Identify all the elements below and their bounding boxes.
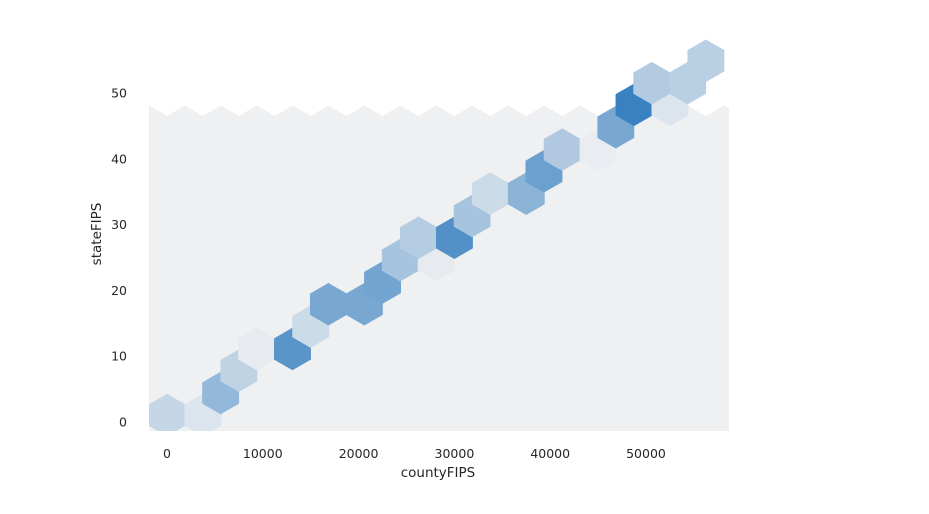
- background-hex-cell: [723, 135, 729, 163]
- background-hex-cell: [742, 328, 778, 370]
- hexbin-cells: [149, 39, 725, 431]
- x-tick-label: 30000: [435, 446, 475, 461]
- background-hex-cell: [723, 356, 729, 385]
- background-hex-cell: [778, 283, 814, 325]
- y-tick-label: 0: [119, 415, 127, 430]
- x-tick-label: 0: [163, 446, 171, 461]
- background-hex-cell: [723, 312, 729, 341]
- x-tick-label: 20000: [339, 446, 379, 461]
- y-axis-label: stateFIPS: [89, 203, 105, 266]
- background-hex-cell: [723, 179, 729, 208]
- x-tick-label: 40000: [530, 446, 570, 461]
- background-hex-cell: [742, 106, 778, 148]
- background-hex-cell: [149, 315, 150, 338]
- background-hex-cell: [760, 217, 796, 259]
- background-hex-cell: [760, 350, 796, 392]
- background-hex-cell: [742, 372, 778, 414]
- x-tick-label: 10000: [243, 446, 283, 461]
- hexbin-cell: [687, 39, 725, 83]
- background-hex-cell: [778, 239, 814, 281]
- y-tick-label: 20: [111, 283, 127, 298]
- background-hex-cell: [77, 394, 113, 436]
- background-hex-cell: [742, 239, 778, 281]
- x-axis-ticks: 0 10000 20000 30000 40000 50000: [163, 446, 666, 461]
- background-hex-cell: [742, 150, 778, 192]
- background-hex-cell: [760, 305, 796, 347]
- y-tick-label: 10: [111, 349, 127, 364]
- background-hex-cell: [723, 401, 729, 429]
- background-hex-cell: [778, 372, 814, 414]
- background-hex-cell: [778, 416, 814, 458]
- background-hex-cell: [705, 105, 729, 149]
- background-hex-cell: [778, 195, 814, 237]
- background-hex-cell: [95, 106, 131, 148]
- y-tick-label: 40: [111, 151, 127, 166]
- background-hex-cell: [723, 268, 729, 296]
- background-hex-cell: [778, 328, 814, 370]
- background-hex-cell: [778, 106, 814, 148]
- x-axis-label: countyFIPS: [401, 465, 476, 481]
- background-hex-cell: [77, 128, 113, 170]
- y-axis-ticks: 0 10 20 30 40 50: [111, 86, 127, 430]
- background-hex-cell: [760, 261, 796, 303]
- background-hex-cell: [760, 394, 796, 436]
- background-hex-cell: [760, 172, 796, 214]
- y-tick-label: 50: [111, 86, 127, 101]
- background-hex-cell: [778, 150, 814, 192]
- background-hex-cell: [149, 182, 150, 205]
- background-hex-cell: [723, 223, 729, 252]
- y-tick-label: 30: [111, 217, 127, 232]
- background-hex-cell: [77, 305, 113, 347]
- background-hex-cell: [742, 416, 778, 458]
- background-hex-cell: [77, 350, 113, 392]
- background-hex-cell: [95, 372, 131, 414]
- background-hex-cell: [77, 261, 113, 303]
- background-hex-cell: [742, 195, 778, 237]
- background-hex-cell: [760, 128, 796, 170]
- x-tick-label: 50000: [626, 446, 666, 461]
- background-hex-cell: [742, 283, 778, 325]
